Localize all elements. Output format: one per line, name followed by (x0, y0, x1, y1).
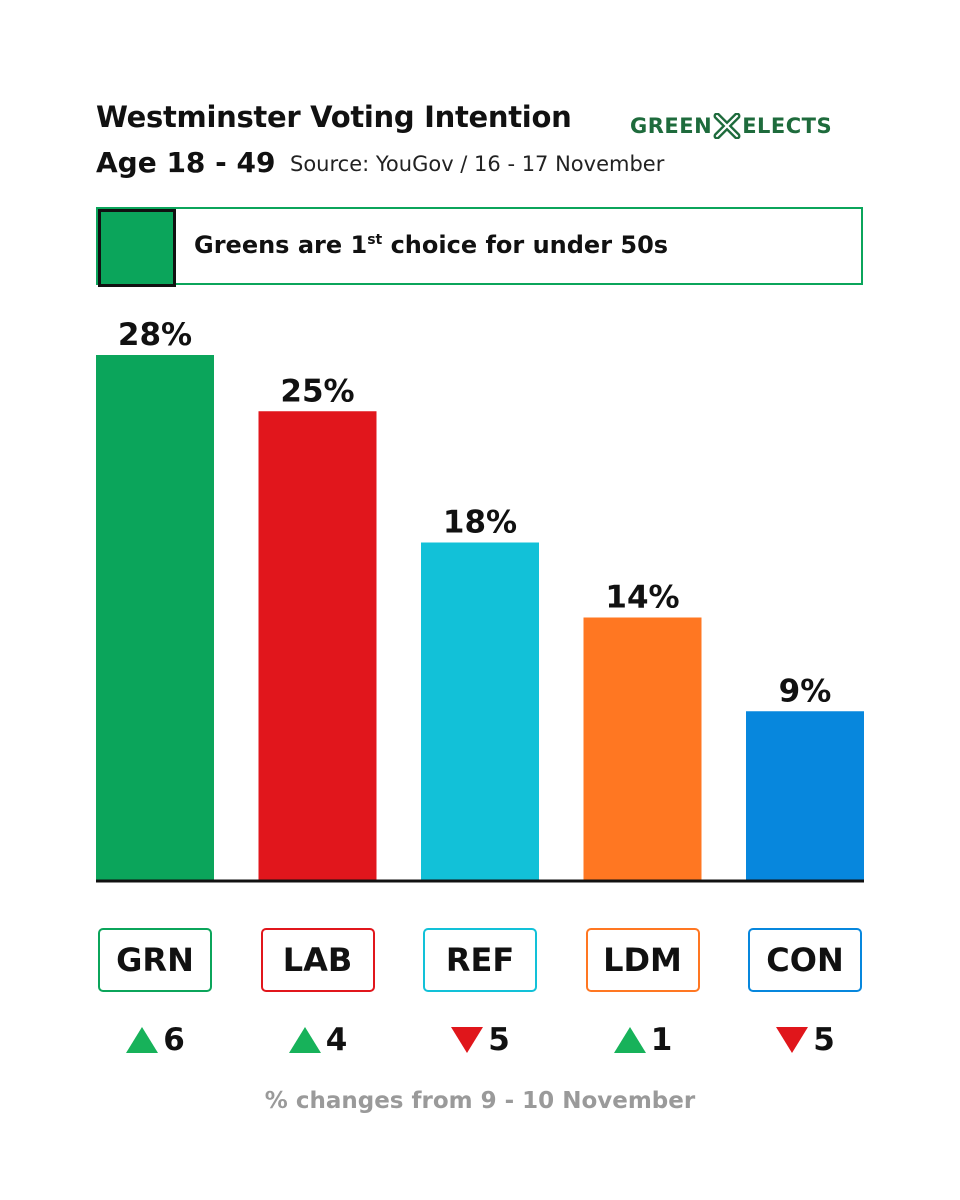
callout-swatch (98, 209, 176, 287)
change-ref: 5 (421, 1022, 539, 1058)
triangle-up-icon (126, 1027, 159, 1053)
bar-ldm (583, 617, 702, 880)
chart-title: Westminster Voting Intention (96, 100, 572, 134)
change-value: 4 (325, 1022, 348, 1058)
x-mark-icon (713, 113, 741, 139)
change-value: 5 (813, 1022, 835, 1058)
change-ldm: 1 (584, 1022, 702, 1058)
change-value: 6 (163, 1022, 185, 1058)
brand-text-left: GREEN (630, 114, 713, 138)
callout-text: Greens are 1st choice for under 50s (194, 231, 668, 259)
callout-box: Greens are 1st choice for under 50s (96, 207, 863, 287)
change-value: 5 (488, 1022, 510, 1058)
bar-ref (421, 542, 539, 880)
triangle-up-icon (288, 1027, 321, 1053)
party-tag-lab: LAB (260, 928, 375, 992)
value-label-con: 9% (779, 673, 832, 709)
party-tag-con: CON (748, 928, 862, 992)
brand-logo: GREEN ELECTS (630, 113, 832, 139)
callout-text-start: Greens are 1 (194, 231, 368, 259)
callout-superscript: st (367, 232, 383, 248)
footnote: % changes from 9 - 10 November (264, 1088, 696, 1114)
change-grn: 6 (96, 1022, 214, 1058)
chart-subtitle: Age 18 - 49 (96, 146, 276, 179)
callout-text-end: choice for under 50s (382, 231, 669, 259)
change-lab: 4 (259, 1022, 377, 1058)
brand-text-right: ELECTS (742, 114, 833, 138)
source-text: Source: YouGov / 16 - 17 November (290, 152, 665, 176)
bar-lab (258, 411, 377, 880)
triangle-down-icon (451, 1027, 484, 1053)
party-tag-ref: REF (423, 928, 537, 992)
bar-grn (96, 355, 214, 880)
triangle-down-icon (776, 1027, 809, 1053)
value-label-grn: 28% (118, 317, 192, 353)
triangle-up-icon (613, 1027, 646, 1053)
change-value: 1 (650, 1022, 673, 1058)
value-label-lab: 25% (280, 373, 354, 409)
party-tag-ldm: LDM (585, 928, 700, 992)
party-tag-grn: GRN (98, 928, 212, 992)
change-con: 5 (746, 1022, 864, 1058)
bar-con (746, 711, 864, 880)
value-label-ldm: 14% (605, 580, 679, 616)
value-label-ref: 18% (443, 505, 517, 541)
